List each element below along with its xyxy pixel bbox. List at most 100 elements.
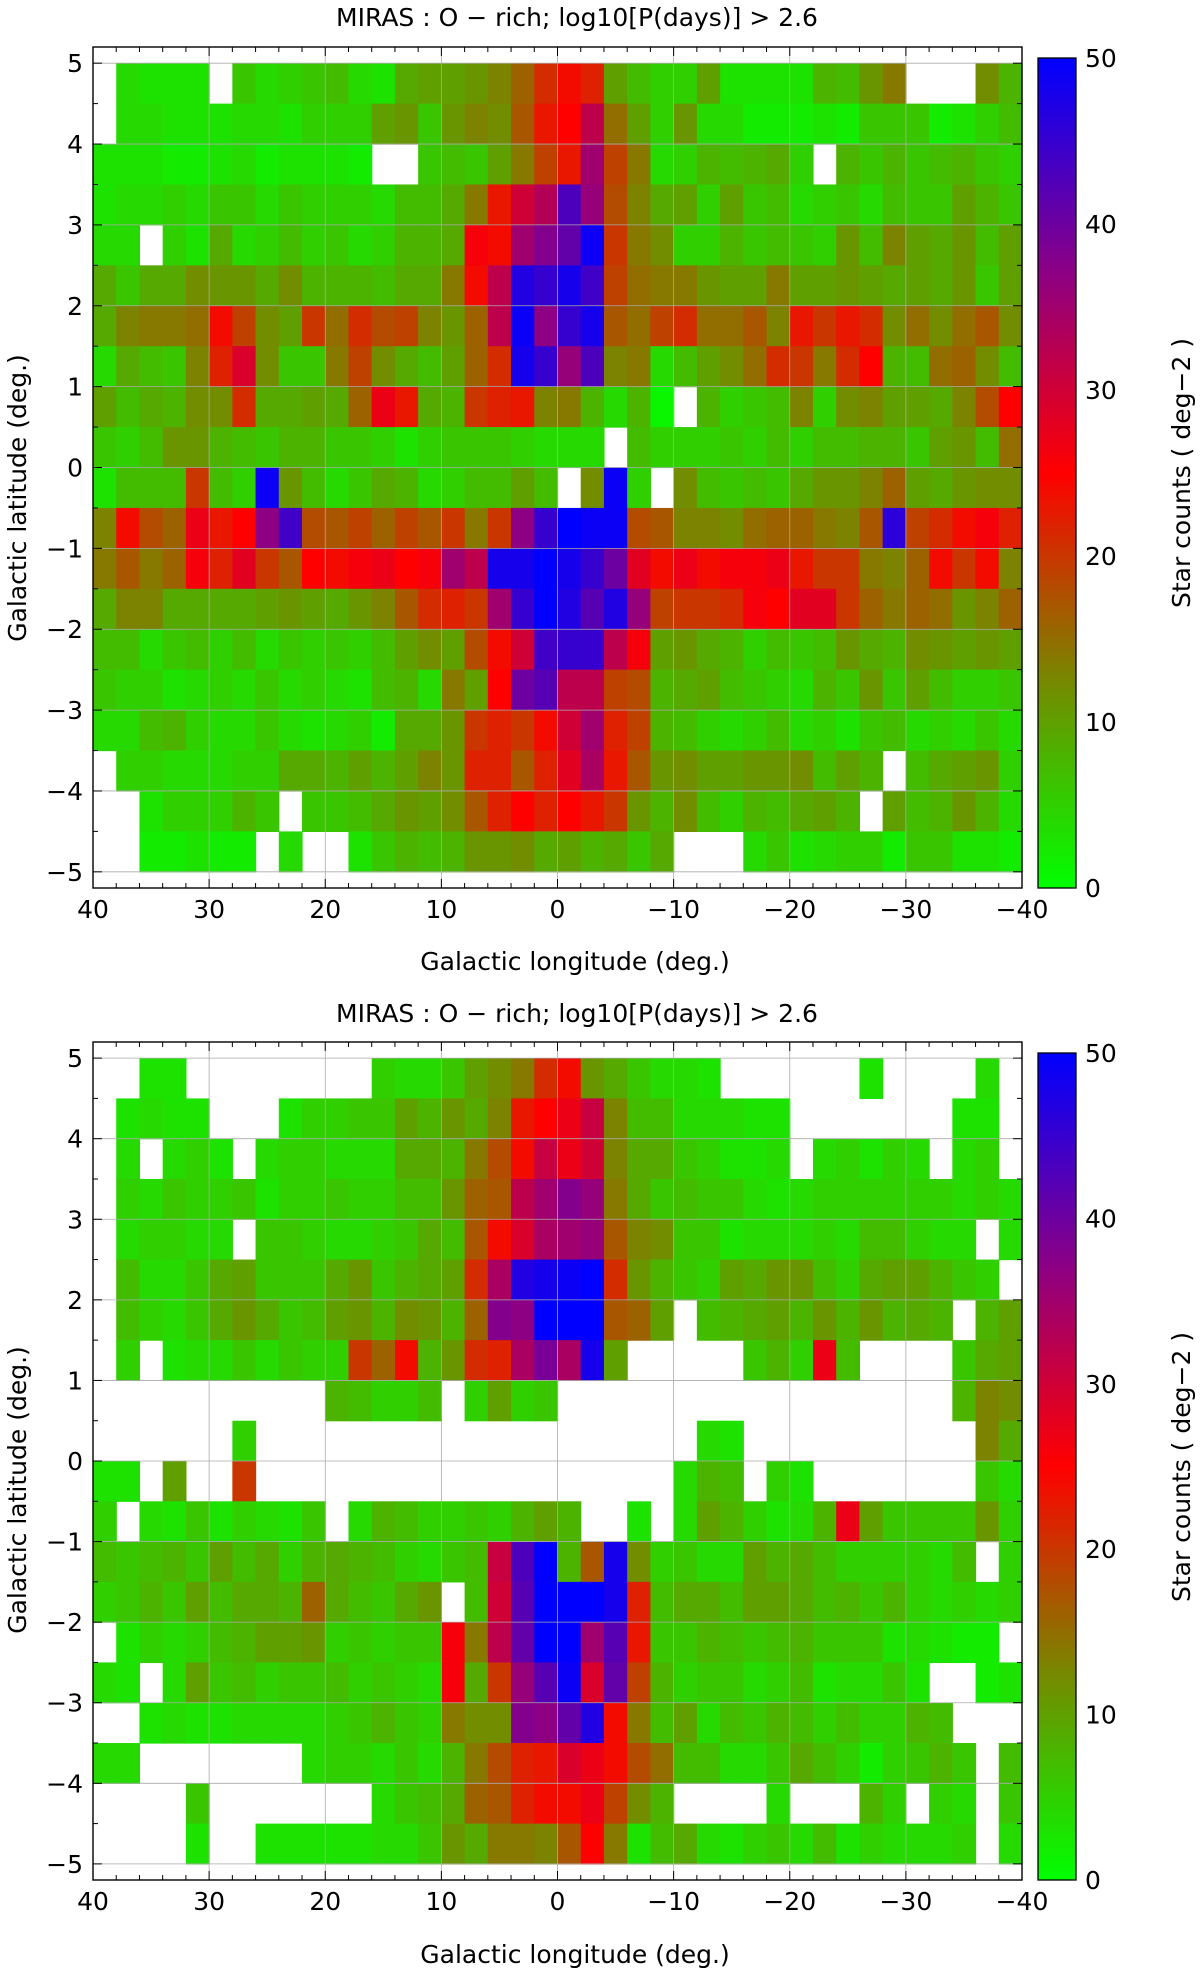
heatmap-cell [371,1098,396,1140]
heatmap-cell [394,1259,419,1301]
heatmap-cell [464,1743,489,1784]
heatmap-cell [441,1299,466,1341]
heatmap-cell [650,1702,675,1744]
heatmap-cell [116,1219,141,1261]
heatmap-cell [209,1299,233,1341]
heatmap-cell [557,1662,582,1704]
heatmap-cell [487,750,512,792]
heatmap-cell [441,1058,466,1100]
x-tick-label: −30 [879,1887,932,1916]
heatmap-cell [325,386,350,428]
heatmap-cell [766,1823,791,1865]
heatmap-cell [348,588,373,630]
heatmap-cell [418,63,442,105]
heatmap-cell [418,144,442,186]
heatmap-cell [952,710,977,752]
heatmap-cell [255,224,280,266]
heatmap-cell [650,427,675,469]
heatmap-cell [278,669,303,711]
heatmap-cell [789,1299,814,1341]
heatmap-cell [859,1783,884,1825]
heatmap-cell [139,265,164,307]
heatmap-cell [673,467,698,509]
heatmap-cell [185,386,210,428]
heatmap-cell [278,1541,303,1583]
heatmap-cell [836,1299,861,1341]
heatmap-cell [232,1581,257,1623]
heatmap-cell [696,103,721,145]
y-tick-label: 2 [67,1286,83,1315]
heatmap-cell [789,1743,814,1784]
heatmap-cell [720,1299,744,1341]
heatmap-cell [116,265,141,307]
heatmap-cell [93,1461,117,1502]
heatmap-cell [929,1581,953,1623]
heatmap-cell [603,103,628,145]
colorbar [1037,1052,1077,1881]
heatmap-cell [952,305,977,347]
heatmap-cell [487,629,512,671]
heatmap-cell [766,1340,791,1382]
heatmap-cell [325,1662,350,1704]
heatmap-cell [929,1823,953,1865]
heatmap-cell [743,427,768,469]
heatmap-cell [418,588,442,630]
heatmap-cell [232,346,257,388]
heatmap-cell [812,63,837,105]
heatmap-cell [139,1702,164,1744]
heatmap-cell [905,224,930,266]
heatmap-cell [905,1299,930,1341]
heatmap-cell [603,548,628,590]
heatmap-cell [696,1138,721,1180]
heatmap-cell [766,750,791,792]
heatmap-cell [302,1340,326,1382]
heatmap-cell [603,1259,628,1301]
heatmap-cell [394,1501,419,1543]
heatmap-cell [696,1178,721,1220]
heatmap-cell [720,588,744,630]
heatmap-cell [998,1380,1023,1422]
heatmap-cell [464,710,489,752]
heatmap-cell [696,224,721,266]
heatmap-cell [696,790,721,832]
heatmap-cell [534,1783,559,1825]
heatmap-cell [209,710,233,752]
heatmap-cell [464,103,489,145]
heatmap-cell [348,1743,373,1784]
heatmap-cell [929,346,953,388]
heatmap-cell [696,1702,721,1744]
heatmap-cell [232,386,257,428]
heatmap-cell [603,1340,628,1382]
heatmap-cell [580,1178,605,1220]
heatmap-cell [720,1622,744,1664]
heatmap-cell [487,1541,512,1583]
heatmap-cell [673,1541,698,1583]
colorbar-tick-label: 10 [1085,1701,1117,1730]
heatmap-cell [580,305,605,347]
heatmap-cell [162,831,187,873]
heatmap-cell [720,1178,744,1220]
heatmap-cell [720,184,744,226]
heatmap-cell [116,507,141,549]
heatmap-cell [952,386,977,428]
heatmap-cell [418,710,442,752]
heatmap-cell [348,386,373,428]
heatmap-cell [929,1541,953,1583]
heatmap-cell [255,144,280,186]
heatmap-cell [673,265,698,307]
heatmap-cell [789,346,814,388]
heatmap-cell [975,467,1000,509]
heatmap-cell [650,548,675,590]
heatmap-cell [812,1178,837,1220]
heatmap-cell [696,669,721,711]
heatmap-cell [557,103,582,145]
heatmap-cell [302,629,326,671]
heatmap-cell [859,1178,884,1220]
heatmap-cell [232,1420,257,1462]
heatmap-cell [905,305,930,347]
heatmap-cell [673,548,698,590]
heatmap-cell [905,1702,930,1744]
heatmap-cell [93,427,117,469]
heatmap-cell [696,184,721,226]
heatmap-cell [975,346,1000,388]
